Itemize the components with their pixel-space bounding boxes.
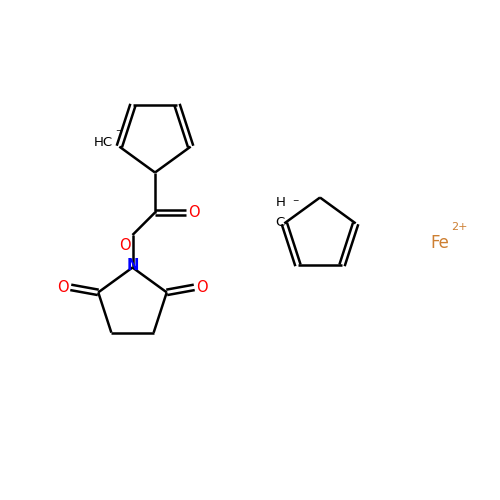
Text: Fe: Fe (430, 234, 449, 252)
Text: H: H (276, 196, 285, 209)
Text: O: O (188, 205, 200, 220)
Text: 2+: 2+ (451, 222, 468, 232)
Text: O: O (196, 280, 208, 295)
Text: N: N (126, 258, 138, 274)
Text: O: O (119, 238, 130, 252)
Text: O: O (57, 280, 69, 295)
Text: $^-$: $^-$ (114, 128, 124, 138)
Text: $^-$: $^-$ (291, 198, 300, 208)
Text: HC: HC (94, 136, 114, 149)
Text: C: C (276, 216, 285, 229)
